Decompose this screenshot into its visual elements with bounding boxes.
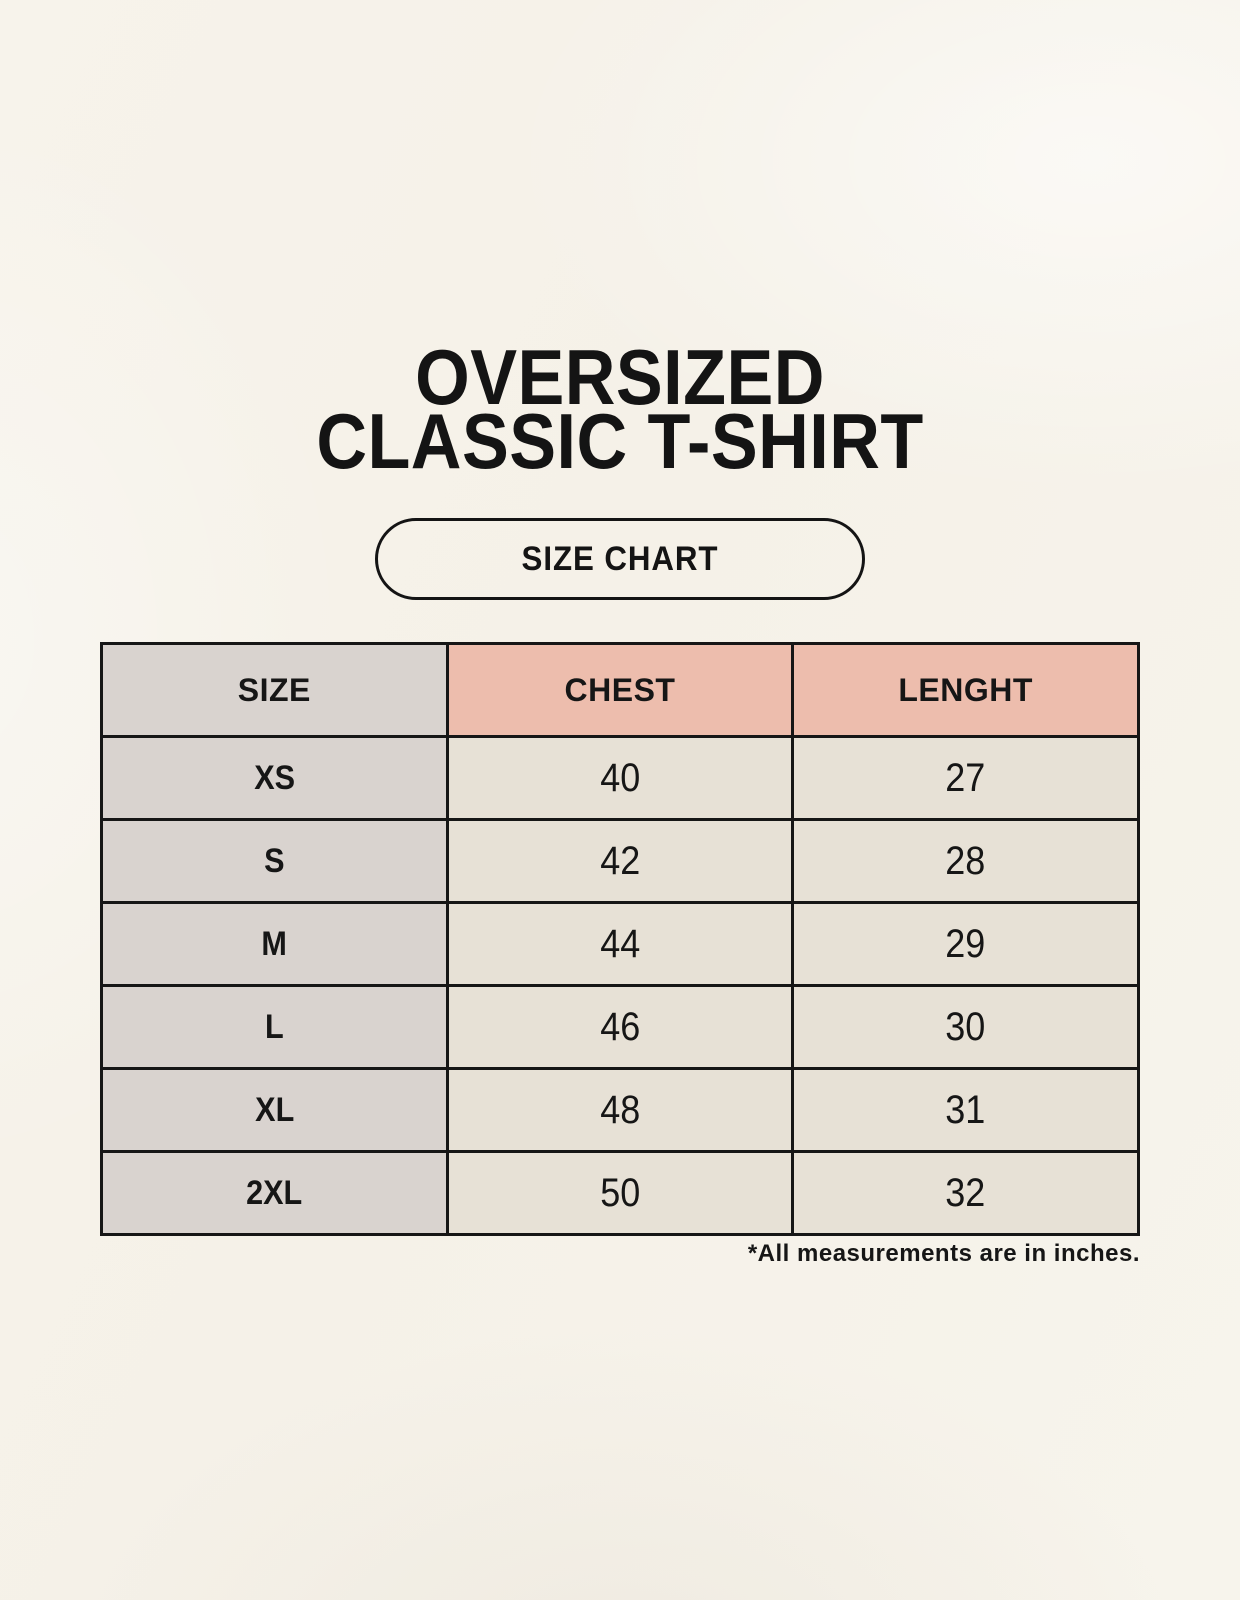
size-table-body: XS 40 27 S 42 28 M 44 29 L 46 30 XL 48 31 2XL 50 32 xyxy=(100,735,1140,1236)
cell-size: L xyxy=(100,984,449,1070)
cell-size: 2XL xyxy=(100,1150,449,1236)
cell-size: XL xyxy=(100,1067,449,1153)
cell-size-text: S xyxy=(264,841,285,880)
cell-chest: 48 xyxy=(445,1067,795,1153)
cell-length: 27 xyxy=(791,735,1140,821)
cell-length-text: 27 xyxy=(945,755,986,800)
cell-length-text: 28 xyxy=(945,838,986,883)
table-row: 2XL 50 32 xyxy=(100,1150,1140,1236)
column-header-size: SIZE xyxy=(100,642,449,738)
page-title-line1: OVERSIZED xyxy=(415,333,825,421)
table-row: M 44 29 xyxy=(100,901,1140,987)
column-header-length-label: LENGHT xyxy=(898,671,1033,708)
cell-length-text: 31 xyxy=(945,1087,986,1132)
cell-size-text: M xyxy=(261,924,288,963)
cell-chest: 44 xyxy=(445,901,795,987)
cell-chest-text: 44 xyxy=(599,921,641,966)
cell-size-text: 2XL xyxy=(246,1173,303,1212)
cell-chest: 40 xyxy=(445,735,795,821)
cell-size-text: XL xyxy=(254,1090,294,1129)
column-header-size-label: SIZE xyxy=(237,671,311,708)
cell-size: S xyxy=(100,818,449,904)
table-row: XL 48 31 xyxy=(100,1067,1140,1153)
column-header-chest-label: CHEST xyxy=(564,671,676,708)
cell-chest-text: 40 xyxy=(599,755,641,800)
column-header-length: LENGHT xyxy=(791,642,1140,738)
table-row: S 42 28 xyxy=(100,818,1140,904)
table-row: L 46 30 xyxy=(100,984,1140,1070)
size-chart-button[interactable]: SIZE CHART xyxy=(375,518,865,600)
cell-size: XS xyxy=(100,735,449,821)
cell-chest-text: 46 xyxy=(599,1004,641,1049)
header-row: SIZE CHEST LENGHT xyxy=(100,642,1140,738)
cell-length: 29 xyxy=(791,901,1140,987)
cell-size: M xyxy=(100,901,449,987)
cell-length: 31 xyxy=(791,1067,1140,1153)
page-title-line2: CLASSIC T-SHIRT xyxy=(316,397,924,485)
cell-size-text: XS xyxy=(253,758,295,797)
cell-length-text: 30 xyxy=(945,1004,986,1049)
cell-chest-text: 42 xyxy=(599,838,641,883)
cell-length-text: 32 xyxy=(945,1170,986,1215)
size-chart-table-container: SIZE CHEST LENGHT XS 40 27 S 42 28 M 44 29 L 46 30 X… xyxy=(100,642,1140,1236)
cell-length-text: 29 xyxy=(945,921,986,966)
measurements-footnote: *All measurements are in inches. xyxy=(747,1240,1140,1267)
cell-chest: 42 xyxy=(445,818,795,904)
cell-chest: 46 xyxy=(445,984,795,1070)
size-chart-table: SIZE CHEST LENGHT XS 40 27 S 42 28 M 44 29 L 46 30 X… xyxy=(100,642,1140,1236)
cell-length: 28 xyxy=(791,818,1140,904)
cell-chest: 50 xyxy=(445,1150,795,1236)
column-header-chest: CHEST xyxy=(445,642,795,738)
page-title: OVERSIZED CLASSIC T-SHIRT xyxy=(62,333,1178,485)
cell-size-text: L xyxy=(264,1007,284,1046)
cell-length: 32 xyxy=(791,1150,1140,1236)
size-chart-button-label: SIZE CHART xyxy=(521,539,719,578)
cell-length: 30 xyxy=(791,984,1140,1070)
table-row: XS 40 27 xyxy=(100,735,1140,821)
cell-chest-text: 48 xyxy=(599,1087,641,1132)
cell-chest-text: 50 xyxy=(599,1170,641,1215)
